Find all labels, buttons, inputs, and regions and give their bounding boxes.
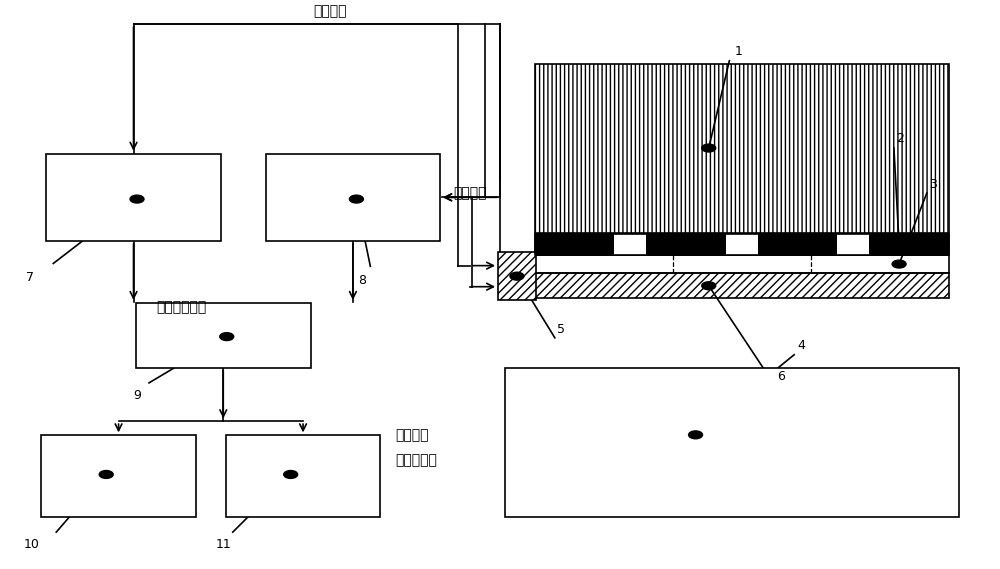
Text: 温度监测: 温度监测 xyxy=(314,5,347,19)
Circle shape xyxy=(220,333,234,340)
Circle shape xyxy=(689,431,703,439)
Text: 电流控制: 电流控制 xyxy=(395,428,429,442)
Circle shape xyxy=(99,471,113,479)
Bar xyxy=(535,64,949,233)
Bar xyxy=(226,435,380,517)
Bar xyxy=(46,154,221,241)
Bar xyxy=(136,303,311,368)
Text: 9: 9 xyxy=(133,389,141,402)
Bar xyxy=(535,255,949,273)
Bar xyxy=(758,234,837,255)
Circle shape xyxy=(702,144,716,152)
Text: 7: 7 xyxy=(26,271,34,284)
Bar xyxy=(869,234,949,255)
Bar xyxy=(535,255,949,273)
Text: 冷却水控制: 冷却水控制 xyxy=(395,453,437,468)
Text: 温度监测: 温度监测 xyxy=(453,186,487,200)
Text: 6: 6 xyxy=(777,370,785,383)
Bar xyxy=(505,368,959,517)
Bar xyxy=(535,234,949,255)
Text: 8: 8 xyxy=(358,274,366,287)
Bar xyxy=(41,435,196,517)
Bar xyxy=(535,234,949,255)
Circle shape xyxy=(892,241,906,248)
Circle shape xyxy=(702,282,716,290)
Bar xyxy=(614,234,646,255)
Circle shape xyxy=(284,471,298,479)
Bar xyxy=(535,273,949,298)
Bar xyxy=(498,252,536,300)
Bar xyxy=(646,234,726,255)
Bar xyxy=(266,154,440,241)
Text: 2: 2 xyxy=(896,132,904,145)
Text: 3: 3 xyxy=(929,179,937,191)
Bar xyxy=(837,234,869,255)
Text: 10: 10 xyxy=(23,538,39,551)
Circle shape xyxy=(349,195,363,203)
Text: 1: 1 xyxy=(734,45,742,58)
Text: 5: 5 xyxy=(557,323,565,336)
Text: 4: 4 xyxy=(797,340,805,352)
Text: 分区控制指令: 分区控制指令 xyxy=(156,300,206,315)
Bar xyxy=(726,234,758,255)
Circle shape xyxy=(892,260,906,268)
Circle shape xyxy=(130,195,144,203)
Text: 11: 11 xyxy=(216,538,232,551)
Bar xyxy=(535,234,614,255)
Circle shape xyxy=(510,272,524,280)
